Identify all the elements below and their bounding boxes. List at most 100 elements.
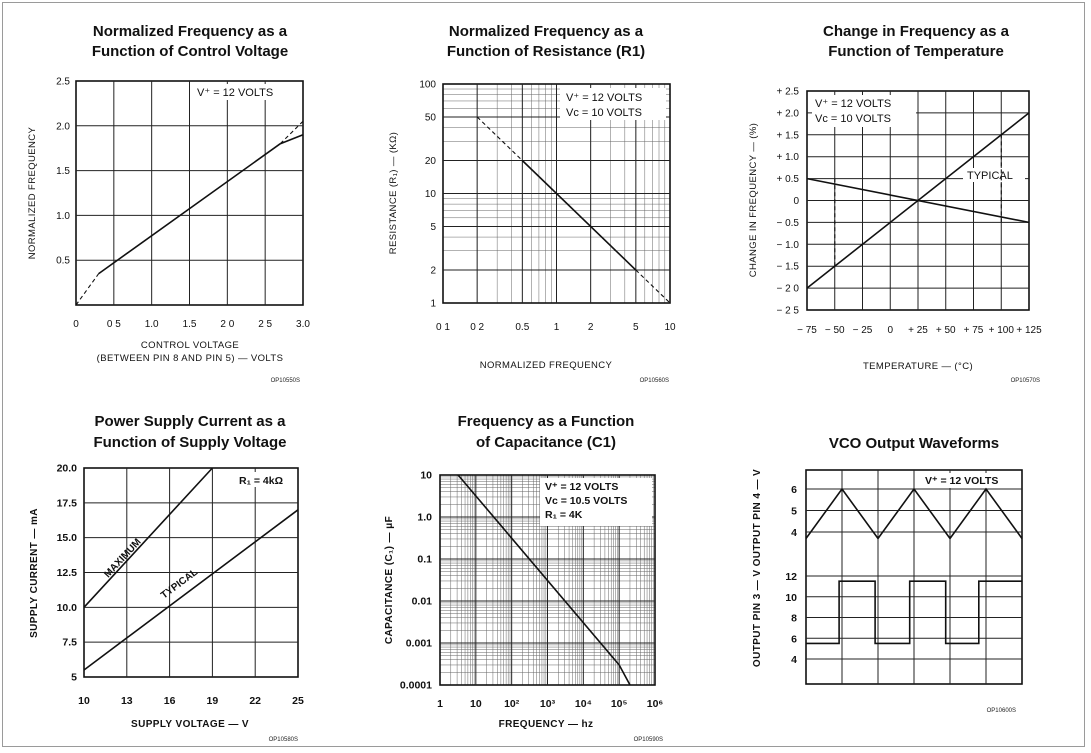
chart-title: Function of Temperature	[828, 43, 1004, 60]
y-tick-label: + 1.5	[776, 130, 799, 141]
series-line: TYPICAL	[83, 509, 299, 671]
x-tick-label: 0 1	[436, 322, 450, 333]
x-tick-label: 10⁵	[611, 698, 628, 710]
y-tick-label: 10	[420, 470, 432, 482]
chart-title: Normalized Frequency as a	[93, 23, 288, 40]
series-line	[98, 143, 281, 275]
annotation-box	[540, 478, 652, 526]
chart-title: Function of Supply Voltage	[93, 434, 286, 451]
figure-code: OP10580S	[269, 737, 298, 743]
y-tick-label: − 2 0	[776, 284, 799, 295]
annotation: Vᴄ = 10.5 VOLTS	[545, 495, 627, 507]
x-tick-label: 10³	[540, 698, 556, 710]
x-tick-label: 0.5	[515, 322, 529, 333]
y-tick-label: 2	[430, 266, 436, 277]
annotation: R₁ = 4K	[545, 509, 583, 521]
y-tick-label: 0.5	[56, 256, 70, 267]
x-axis-label: NORMALIZED FREQUENCY	[480, 360, 613, 371]
x-tick-label: − 75	[797, 325, 817, 336]
x-tick-label: 1	[437, 698, 443, 710]
chart-title: VCO Output Waveforms	[829, 435, 999, 452]
chart-title: Function of Control Voltage	[92, 43, 288, 60]
series-label-maximum: MAXIMUM	[102, 537, 143, 580]
y-tick-label: − 0.5	[776, 218, 799, 229]
y-tick-label: 10	[425, 189, 437, 200]
x-tick-label: 2	[588, 322, 594, 333]
annotation-box	[233, 472, 295, 487]
x-tick-label: 1.0	[145, 319, 159, 330]
y-tick-label: 5	[71, 672, 77, 684]
x-tick-label: + 100	[989, 325, 1015, 336]
y-tick-label: + 1.0	[776, 152, 799, 163]
x-tick-label: + 25	[908, 325, 928, 336]
x-tick-label: 25	[292, 695, 304, 707]
y-tick-label: 1.0	[56, 211, 70, 222]
y-tick-label: 2.0	[56, 121, 70, 132]
annotation: TYPICAL	[967, 170, 1013, 182]
chart-change-in-frequency-vs-temperature: Change in Frequency as a Function of Temp…	[748, 23, 1042, 384]
annotation: R₁ = 4kΩ	[239, 475, 283, 487]
y-axis-label: CAPACITANCE (C₁) — μF	[384, 516, 395, 644]
x-axis-label: SUPPLY VOLTAGE — V	[131, 719, 249, 730]
chart-title: Frequency as a Function	[458, 413, 635, 430]
annotation-box	[560, 88, 666, 120]
y-tick-label-lower: 10	[785, 592, 797, 604]
x-axis-label: CONTROL VOLTAGE	[141, 340, 239, 351]
y-tick-label: + 2.5	[776, 87, 799, 98]
annotation: Vᴄ = 10 VOLTS	[566, 107, 642, 119]
figure-code: OP10590S	[634, 737, 663, 743]
annotation-box	[963, 168, 1025, 182]
figure-code: OP10550S	[271, 378, 300, 384]
annotation-box	[812, 95, 916, 127]
series-line	[75, 273, 100, 306]
y-axis-label: OUTPUT PIN 3 — V OUTPUT PIN 4 — V	[752, 469, 763, 667]
x-tick-label: 10⁴	[575, 698, 592, 710]
chart-title: Normalized Frequency as a	[449, 23, 644, 40]
series-line	[521, 159, 637, 271]
y-tick-label-lower: 12	[785, 571, 797, 583]
y-tick-label-upper: 5	[791, 506, 797, 518]
y-tick-label: 12.5	[57, 567, 78, 579]
y-axis-label: SUPPLY CURRENT — mA	[29, 508, 40, 638]
x-tick-label: 2 5	[258, 319, 272, 330]
x-tick-label: + 50	[936, 325, 956, 336]
series-line: MAXIMUM	[83, 467, 213, 608]
series-line-pin-4: OUTPUT PIN 4	[805, 487, 1023, 540]
x-tick-label: 0 5	[107, 319, 121, 330]
x-tick-label: 10²	[504, 698, 520, 710]
y-tick-label: 17.5	[57, 497, 78, 509]
annotation: V⁺ = 12 VOLTS	[566, 92, 642, 104]
y-tick-label: 100	[419, 80, 436, 91]
x-tick-label: 10	[470, 698, 482, 710]
annotation: Vᴄ = 10 VOLTS	[815, 113, 891, 125]
chart-frequency-vs-capacitance: Frequency as a Function of Capacitance (C…	[384, 413, 663, 743]
x-tick-label: 1	[554, 322, 560, 333]
x-tick-label: + 75	[964, 325, 984, 336]
y-axis-label: RESISTANCE (R₁) — (KΩ)	[388, 132, 399, 254]
y-tick-label: − 1.0	[776, 240, 799, 251]
x-axis-label: TEMPERATURE — (°C)	[863, 361, 973, 372]
y-tick-label: 20.0	[57, 463, 78, 475]
x-tick-label: 22	[249, 695, 261, 707]
y-tick-label: − 1.5	[776, 262, 799, 273]
y-tick-label: + 2.0	[776, 108, 799, 119]
series-line	[635, 269, 671, 304]
y-tick-label: + 0.5	[776, 174, 799, 185]
y-axis-label: NORMALIZED FREQUENCY	[27, 126, 38, 259]
x-tick-label: 3.0	[296, 319, 310, 330]
x-tick-label: 0	[73, 319, 79, 330]
y-tick-label: − 2 5	[776, 306, 799, 317]
y-tick-label: 0	[793, 196, 799, 207]
y-tick-label: 1	[430, 299, 436, 310]
y-tick-label: 0.0001	[400, 680, 432, 692]
annotation-box	[193, 84, 299, 100]
series-line	[457, 474, 620, 666]
y-tick-label: 0.01	[412, 596, 433, 608]
y-axis-label: CHANGE IN FREQUENCY — (%)	[748, 123, 759, 277]
y-tick-label: 0.1	[417, 554, 432, 566]
chart-normalized-frequency-vs-control-voltage: Normalized Frequency as a Function of Con…	[27, 23, 310, 384]
y-tick-label: 7.5	[62, 637, 77, 649]
y-tick-label: 50	[425, 112, 437, 123]
